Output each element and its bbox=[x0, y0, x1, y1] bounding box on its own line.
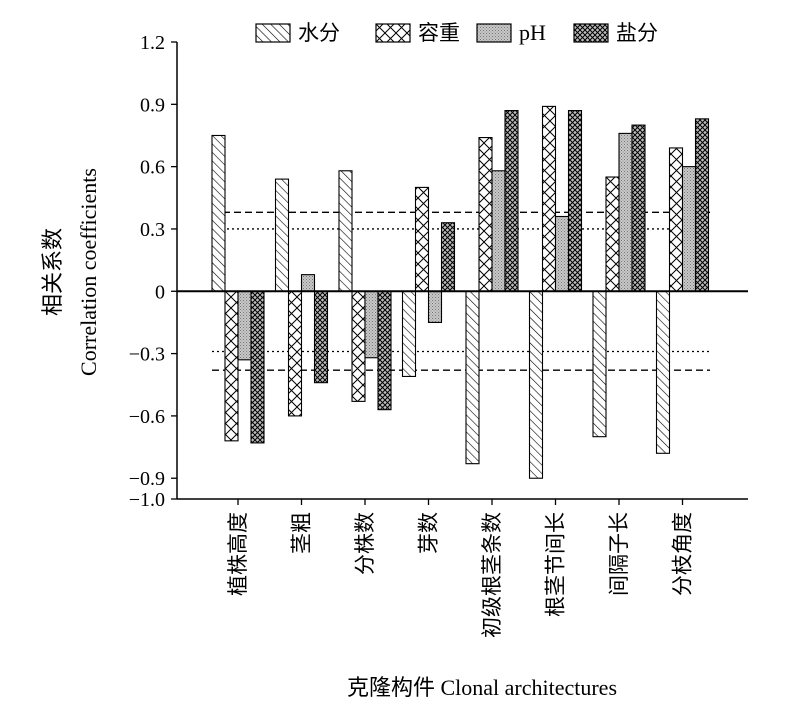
category-label: 芽数 bbox=[417, 512, 441, 554]
category-label-group: 茎粗 bbox=[290, 512, 314, 554]
bar-dots bbox=[554, 215, 570, 292]
category-label-group: 根茎节间长 bbox=[544, 512, 568, 617]
bar-dots bbox=[427, 290, 443, 323]
legend-swatch bbox=[476, 23, 512, 43]
category-label-group: 分株数 bbox=[353, 512, 377, 575]
bar-dense bbox=[313, 290, 329, 384]
bar-diag bbox=[655, 290, 671, 454]
category-label: 初级根茎条数 bbox=[480, 512, 504, 638]
category-label: 根茎节间长 bbox=[544, 512, 568, 617]
bar-dots bbox=[237, 290, 252, 361]
bar-dots bbox=[491, 170, 506, 292]
y-axis-title: 相关系数 Correlation coefficients bbox=[41, 168, 101, 376]
category-label: 植株高度 bbox=[226, 512, 250, 596]
bar-dense bbox=[377, 290, 392, 411]
category-label-group: 芽数 bbox=[417, 512, 441, 554]
bar-cross bbox=[224, 290, 239, 442]
bar-dots bbox=[618, 132, 633, 292]
legend-swatch bbox=[375, 23, 411, 43]
category-label-group: 初级根茎条数 bbox=[480, 512, 504, 638]
bar-dense bbox=[631, 124, 646, 292]
y-tick-label: −0.3 bbox=[129, 344, 165, 366]
category-label: 间隔子长 bbox=[607, 512, 631, 596]
bar-diag bbox=[338, 170, 353, 292]
y-tick-label: −0.9 bbox=[129, 468, 165, 490]
bars bbox=[211, 105, 710, 505]
y-tick-label: 0.6 bbox=[140, 157, 165, 179]
y-tick-label: 0.9 bbox=[140, 94, 165, 116]
bar-cross bbox=[287, 290, 303, 417]
category-label: 分株数 bbox=[353, 512, 377, 575]
bar-diag bbox=[528, 290, 544, 479]
bar-dots bbox=[681, 166, 697, 292]
bar-cross bbox=[668, 147, 684, 292]
category-label: 茎粗 bbox=[290, 512, 314, 554]
x-axis-categories: 植株高度 茎粗 分株数 芽数 初级根茎条数 根茎节间长 间隔子长 分枝角度 bbox=[226, 512, 695, 638]
bar-cross bbox=[541, 105, 557, 292]
y-tick-label: 0 bbox=[155, 281, 165, 303]
bar-dense bbox=[567, 110, 583, 292]
axes bbox=[176, 42, 748, 500]
bar-cross bbox=[414, 186, 430, 292]
y-tick-label: 1.2 bbox=[140, 32, 165, 54]
legend-swatch bbox=[573, 23, 609, 43]
bar-dense bbox=[504, 110, 519, 292]
y-axis-ticks: 1.2 0.9 0.6 0.3 0 −0.3 −0.6 −0.9−1.0 bbox=[129, 32, 177, 511]
legend-label: 容重 bbox=[418, 21, 460, 45]
y-tick-label: −0.6 bbox=[129, 406, 165, 428]
category-label-group: 植株高度 bbox=[226, 512, 250, 596]
bar-cross bbox=[478, 137, 493, 292]
bar-dots bbox=[300, 274, 316, 292]
category-label: 分枝角度 bbox=[671, 512, 695, 596]
bar-dots bbox=[364, 290, 379, 359]
category-label-group: 分枝角度 bbox=[671, 512, 695, 596]
bar-cross bbox=[605, 176, 620, 292]
bar-dense bbox=[694, 118, 710, 292]
legend-swatch bbox=[255, 23, 291, 43]
bar-dense bbox=[250, 290, 265, 444]
bar-diag bbox=[211, 134, 226, 292]
legend-label: 水分 bbox=[298, 21, 340, 45]
x-axis-title: 克隆构件 Clonal architectures bbox=[347, 675, 617, 700]
bar-diag bbox=[592, 290, 607, 438]
legend-label: pH bbox=[519, 20, 546, 45]
category-label-group: 间隔子长 bbox=[607, 512, 631, 596]
bar-cross bbox=[351, 290, 366, 402]
legend: 水分 容重 pH 盐分 bbox=[255, 20, 658, 45]
bar-diag bbox=[465, 290, 480, 465]
bar-diag bbox=[401, 290, 417, 377]
y-tick-label: −1.0 bbox=[129, 489, 165, 511]
y-tick-label: 0.3 bbox=[140, 219, 165, 241]
y-axis-title-cn: 相关系数 bbox=[41, 228, 66, 316]
bar-dense bbox=[440, 222, 456, 292]
bar-diag bbox=[274, 178, 290, 292]
legend-label: 盐分 bbox=[616, 21, 658, 45]
y-axis-title-en: Correlation coefficients bbox=[76, 168, 101, 376]
